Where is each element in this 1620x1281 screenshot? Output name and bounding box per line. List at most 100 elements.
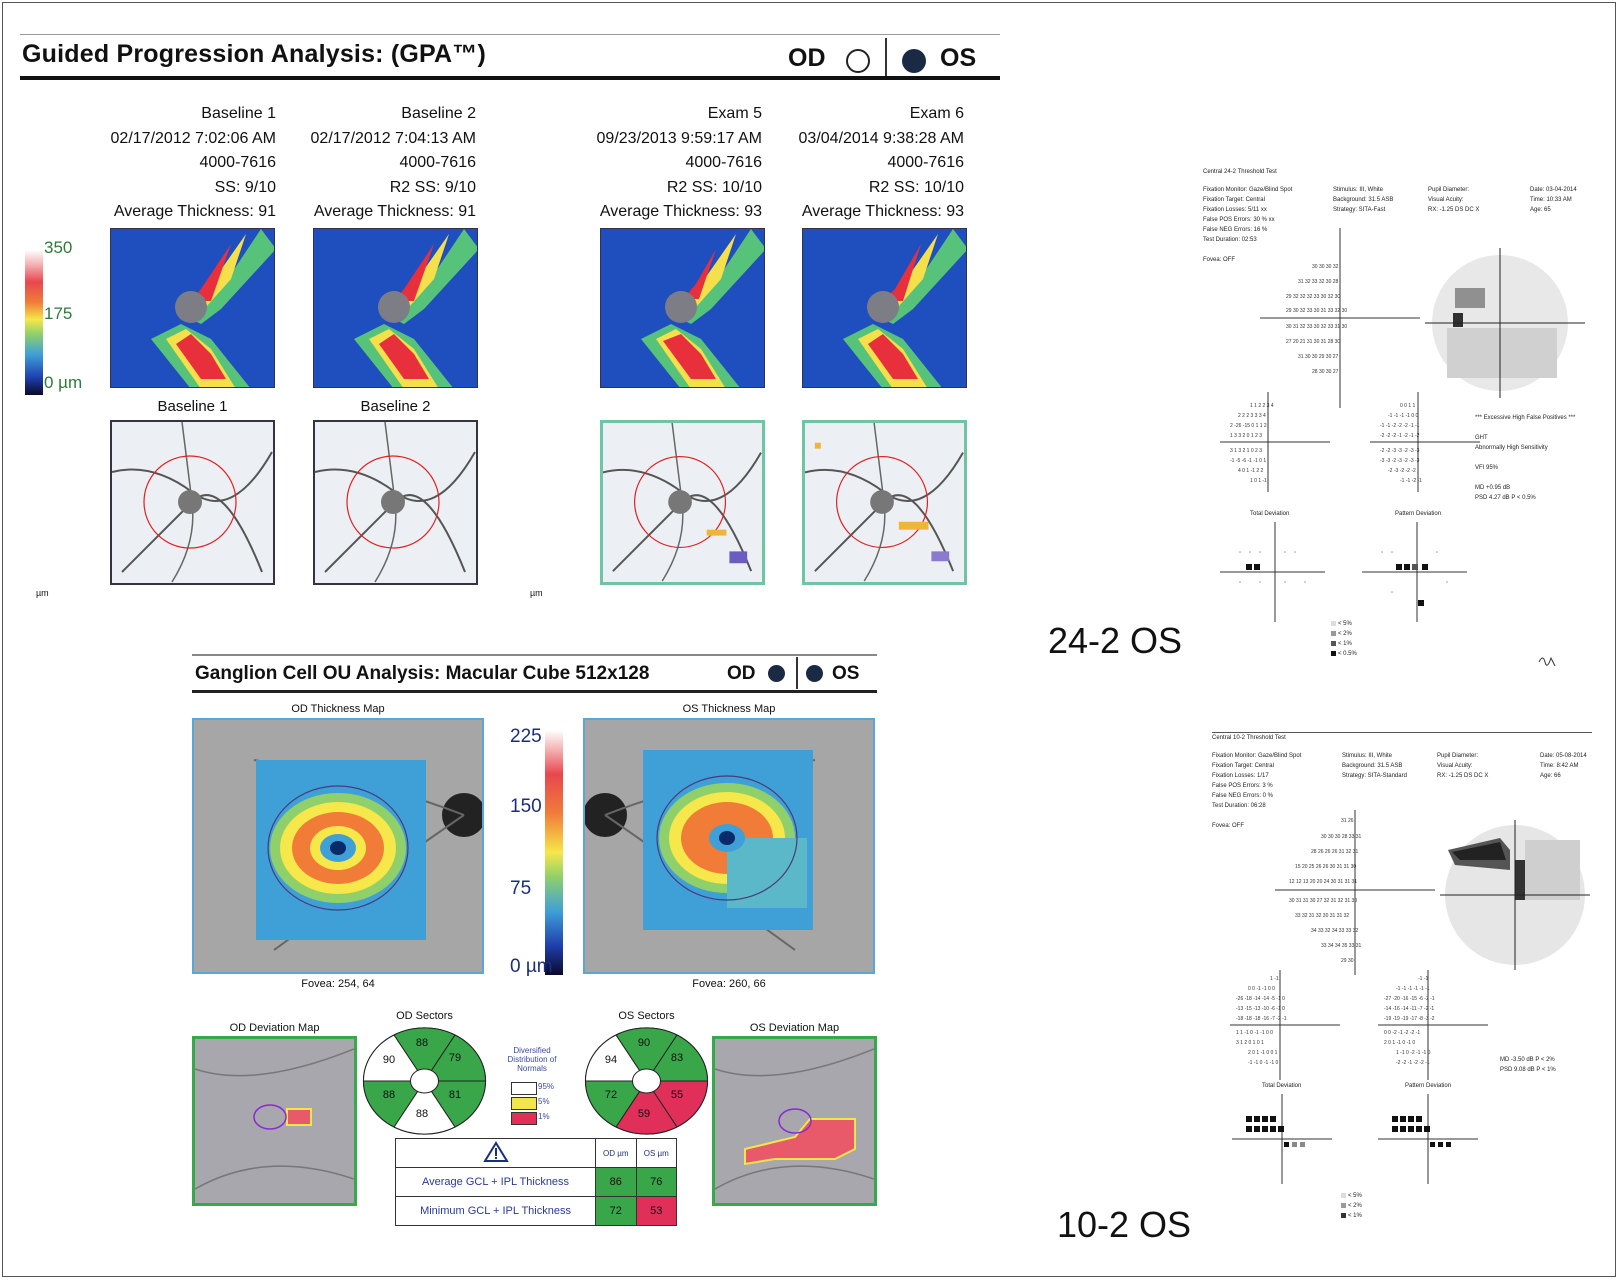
svg-text:0 0 1 1: 0 0 1 1 (1400, 403, 1416, 409)
vf10-acuity: Visual Acuity: (1437, 763, 1473, 769)
svg-text:1 1 2 2 3 4: 1 1 2 2 3 4 (1250, 403, 1274, 409)
os-deviation-map-title: OS Deviation Map (749, 1022, 840, 1034)
vf24-total-deviation-probability (1220, 522, 1325, 622)
gc-os-label: OS (832, 663, 860, 684)
vf24-false-pos: False POS Errors: 30 % xx (1203, 217, 1275, 223)
svg-text:31 30 30 29 30 27: 31 30 30 29 30 27 (1298, 354, 1339, 360)
vf10-threshold-grid: 31 26 30 30 30 28 33 31 28 26 26 26 31 3… (1275, 810, 1435, 975)
vf24-legend-1: < 1% (1338, 641, 1352, 647)
gcl-scale-150: 150 (510, 796, 542, 817)
vf24-ght-result: Abnormally High Sensitivity (1475, 445, 1548, 451)
svg-text:-1 -1 -2 -2 -2 -1 -1: -1 -1 -2 -2 -2 -1 -1 (1380, 423, 1420, 429)
exam-ss: R2 SS: 9/10 (389, 178, 476, 196)
svg-text:3 1 3 2 1 0 2 3: 3 1 3 2 1 0 2 3 (1230, 448, 1262, 454)
od-sector-lower-right: 81 (448, 1089, 462, 1101)
gcl-ipl-table: OD µm OS µm Average GCL + IPL Thickness … (394, 1138, 678, 1226)
rnfl-color-scale (25, 250, 43, 395)
svg-text:29 30 32 33 30 31 33 32 30: 29 30 32 33 30 31 33 32 30 (1286, 308, 1347, 314)
vf24-duration: Test Duration: 02:53 (1203, 237, 1257, 243)
svg-text:28 30 30 27: 28 30 30 27 (1312, 369, 1339, 375)
svg-text:-27 -20 -16 -15 -6 -2 -1: -27 -20 -16 -15 -6 -2 -1 (1384, 996, 1435, 1002)
vf24-pattern-dev-label: Pattern Deviation (1395, 511, 1442, 517)
vf10-false-pos: False POS Errors: 3 % (1212, 783, 1273, 789)
rnfl-scale-top: 350 (44, 238, 73, 257)
os-deviation-map (712, 1036, 877, 1206)
svg-text:1 0 1 -1: 1 0 1 -1 (1250, 478, 1267, 484)
exam-ss: R2 SS: 10/10 (868, 178, 964, 196)
exam-id: 4000-7616 (887, 154, 964, 171)
gc-os-circle-icon (806, 665, 823, 682)
gc-od-label: OD (727, 663, 756, 684)
vf10-fixation-monitor: Fixation Monitor: Gaze/Blind Spot (1212, 753, 1302, 759)
exam-ss: SS: 9/10 (214, 178, 276, 196)
vf10-background: Background: 31.5 ASB (1342, 763, 1403, 769)
svg-text:31 26: 31 26 (1341, 818, 1354, 824)
vf24-legend-2: < 2% (1338, 631, 1352, 637)
svg-text:1 1 -1 0 -1 -1 0 0: 1 1 -1 0 -1 -1 0 0 (1236, 1030, 1273, 1036)
os-sector-bottom: 59 (637, 1108, 651, 1120)
exam-name: Baseline 2 (401, 105, 476, 122)
legend-label-5: 5% (538, 1097, 550, 1106)
os-sector-upper-left: 94 (604, 1054, 618, 1066)
vf10-stimulus: Stimulus: III, White (1342, 753, 1393, 759)
svg-text:1 3 3 2 0 1 2 3: 1 3 3 2 0 1 2 3 (1230, 433, 1262, 439)
svg-text:1 -1: 1 -1 (1270, 976, 1279, 982)
svg-text:29 30: 29 30 (1341, 958, 1354, 964)
svg-text:-1 -1 -1 -1 -1 -1: -1 -1 -1 -1 -1 -1 (1396, 986, 1430, 992)
vf10-psd: PSD 9.08 dB P < 1% (1500, 1067, 1556, 1073)
os-sectors-title: OS Sectors (618, 1010, 675, 1022)
fundus-image-exam-6 (802, 420, 967, 585)
exam-datetime: 02/17/2012 7:04:13 AM (310, 129, 476, 147)
svg-text:-2 -3 -2 -2 -2: -2 -3 -2 -2 -2 (1388, 468, 1416, 474)
vf24-pupil: Pupil Diameter: (1428, 187, 1470, 193)
vf24-fixation-monitor: Fixation Monitor: Gaze/Blind Spot (1203, 187, 1293, 193)
os-sector-top: 90 (637, 1037, 651, 1049)
exam-datetime: 03/04/2014 9:38:28 AM (798, 129, 964, 147)
row-avg-od: 86 (595, 1167, 637, 1197)
exam-ss: R2 SS: 10/10 (666, 178, 762, 196)
vf10-grayscale-plot (1440, 820, 1590, 970)
od-sector-wheel (362, 1027, 487, 1135)
rnfl-thickness-map-exam-6 (802, 228, 967, 388)
svg-text:2 0 1 -1 0 -1 0: 2 0 1 -1 0 -1 0 (1384, 1040, 1415, 1046)
warning-triangle-icon (482, 1140, 509, 1162)
fundus-caption-baseline-1: Baseline 1 (157, 398, 228, 415)
gcl-scale-top: 225 (510, 726, 542, 747)
fundus-image-exam-5 (600, 420, 765, 585)
gc-od-circle-icon (768, 665, 785, 682)
legend-swatch-95 (511, 1082, 537, 1095)
vf10-total-deviation-probability (1232, 1094, 1332, 1184)
vf10-legend-swatches (1341, 1193, 1346, 1218)
svg-text:-13 -15 -13 -10 -6 -1 0: -13 -15 -13 -10 -6 -1 0 (1236, 1006, 1285, 1012)
os-sector-lower-right: 55 (670, 1089, 684, 1101)
svg-text:-1 -1 -2 -1: -1 -1 -2 -1 (1400, 478, 1422, 484)
vf10-fovea: Fovea: OFF (1212, 823, 1245, 829)
vf24-date: Date: 03-04-2014 (1530, 187, 1577, 193)
svg-text:-18 -18 -18 -16 -7 -2 -1: -18 -18 -18 -16 -7 -2 -1 (1236, 1016, 1287, 1022)
svg-text:33 34 34 35 33 31: 33 34 34 35 33 31 (1321, 943, 1362, 949)
vf24-grayscale-plot (1425, 248, 1585, 398)
os-sector-lower-left: 72 (604, 1089, 618, 1101)
vf10-total-deviation-values: 1 -1 0 0 -1 -1 0 0 -26 -18 -14 -14 -5 -1… (1230, 970, 1340, 1080)
svg-text:1 -1 0 -2 -1 -1 0: 1 -1 0 -2 -1 -1 0 (1396, 1050, 1431, 1056)
vf24-pattern-deviation-values: 0 0 1 1 -1 -1 -1 -1 0 0 -1 -1 -2 -2 -2 -… (1370, 392, 1480, 492)
od-sector-bottom: 88 (415, 1108, 429, 1120)
col-os-header: OS µm (635, 1138, 678, 1168)
vf10-pupil: Pupil Diameter: (1437, 753, 1479, 759)
svg-text:30 31 32 33 30 32 33 31 30: 30 31 32 33 30 32 33 31 30 (1286, 324, 1347, 330)
vf24-label: 24-2 OS (1048, 620, 1183, 661)
exam-avg-thickness: Average Thickness: 91 (113, 203, 276, 220)
warning-cell (394, 1138, 597, 1168)
svg-text:2 2 2 3 3 3 4: 2 2 2 3 3 3 4 (1238, 413, 1266, 419)
vf10-title: Central 10-2 Threshold Test (1212, 735, 1286, 741)
svg-text:4 0 1 -1 2 2: 4 0 1 -1 2 2 (1238, 468, 1264, 474)
vf10-label: 10-2 OS (1057, 1204, 1192, 1245)
vf24-fixation-target: Fixation Target: Central (1203, 197, 1265, 203)
od-sectors-title: OD Sectors (396, 1010, 453, 1022)
col-od-header: OD µm (595, 1138, 637, 1168)
od-fovea-readout: Fovea: 254, 64 (301, 978, 375, 990)
vf24-legend-05: < 0.5% (1338, 651, 1357, 657)
gpa-od-label: OD (788, 44, 826, 72)
vf24-strategy: Strategy: SITA-Fast (1333, 207, 1386, 213)
